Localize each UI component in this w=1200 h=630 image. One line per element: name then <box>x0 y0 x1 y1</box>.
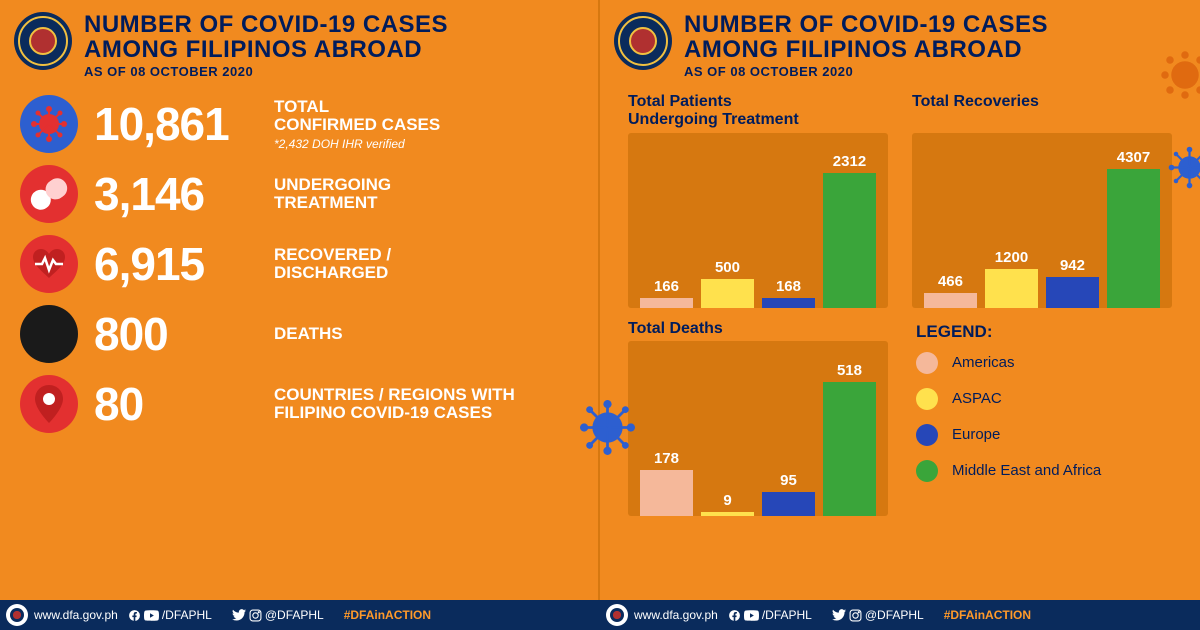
chart-treatment: Total Patients Undergoing Treatment 166 5… <box>628 93 888 307</box>
stat-treatment-value: 3,146 <box>94 167 274 221</box>
stat-confirmed-value: 10,861 <box>94 97 274 151</box>
bar: 168 <box>762 278 816 308</box>
chart-title: Total Recoveries <box>912 93 1172 128</box>
stat-recovered-label: RECOVERED / DISCHARGED <box>274 246 391 283</box>
chart-box: 466 1200 942 4307 <box>912 133 1172 308</box>
footer-tw: @DFAPHL <box>232 608 334 622</box>
bar: 500 <box>701 259 755 308</box>
dfa-seal-icon <box>14 12 72 70</box>
title-line-1: NUMBER OF COVID-19 CASES <box>84 12 448 37</box>
bar-value: 166 <box>654 278 679 295</box>
pill-icon <box>20 165 78 223</box>
dfa-seal-icon <box>614 12 672 70</box>
bar: 9 <box>701 492 755 516</box>
heart-icon <box>20 235 78 293</box>
infographic-container: NUMBER OF COVID-19 CASES AMONG FILIPINOS… <box>0 0 1200 630</box>
chart-box: 178 9 95 518 <box>628 341 888 516</box>
bar-value: 95 <box>780 472 797 489</box>
bar: 4307 <box>1107 149 1161 308</box>
bar: 166 <box>640 278 694 308</box>
bar-value: 9 <box>723 492 731 509</box>
stat-countries-label: COUNTRIES / REGIONS WITH FILIPINO COVID-… <box>274 386 515 423</box>
stat-deaths-value: 800 <box>94 307 274 361</box>
footer-seal-icon <box>6 604 28 626</box>
right-panel: NUMBER OF COVID-19 CASES AMONG FILIPINOS… <box>600 0 1200 630</box>
legend-item: ASPAC <box>916 388 1172 410</box>
bar-value: 500 <box>715 259 740 276</box>
bar-value: 942 <box>1060 257 1085 274</box>
legend-title: LEGEND: <box>916 322 1172 342</box>
virus-decoration-icon <box>1160 50 1200 100</box>
bar: 95 <box>762 472 816 517</box>
header-text: NUMBER OF COVID-19 CASES AMONG FILIPINOS… <box>684 12 1048 79</box>
chart-deaths: Total Deaths 178 9 95 518 <box>628 320 888 517</box>
chart-title: Total Deaths <box>628 320 888 338</box>
header-right: NUMBER OF COVID-19 CASES AMONG FILIPINOS… <box>600 0 1200 87</box>
bar-value: 2312 <box>833 153 866 170</box>
bar: 518 <box>823 362 877 516</box>
header-text: NUMBER OF COVID-19 CASES AMONG FILIPINOS… <box>84 12 448 79</box>
stat-recovered: 6,915 RECOVERED / DISCHARGED <box>20 235 578 293</box>
footer-left: www.dfa.gov.ph /DFAPHL @DFAPHL #DFAinACT… <box>0 600 600 630</box>
stat-confirmed: 10,861 TOTAL CONFIRMED CASES *2,432 DOH … <box>20 95 578 153</box>
bar-value: 178 <box>654 450 679 467</box>
charts-grid: Total Patients Undergoing Treatment 166 5… <box>600 87 1200 516</box>
bar-value: 4307 <box>1117 149 1150 166</box>
footer-seal-icon <box>606 604 628 626</box>
stat-recovered-value: 6,915 <box>94 237 274 291</box>
bar-value: 466 <box>938 273 963 290</box>
death-icon <box>20 305 78 363</box>
footer-hashtag: #DFAinACTION <box>344 608 431 622</box>
stat-deaths-label: DEATHS <box>274 325 343 344</box>
legend-label: ASPAC <box>952 390 1002 407</box>
legend: LEGEND: Americas ASPAC Europe Middle East a… <box>912 320 1172 517</box>
stat-countries: 80 COUNTRIES / REGIONS WITH FILIPINO COV… <box>20 375 578 433</box>
virus-decoration-icon <box>1167 145 1200 190</box>
chart-recoveries: Total Recoveries 466 1200 942 4307 <box>912 93 1172 307</box>
legend-swatch <box>916 460 938 482</box>
legend-item: Americas <box>916 352 1172 374</box>
footer-fb: /DFAPHL <box>128 608 222 622</box>
stat-confirmed-label: TOTAL CONFIRMED CASES *2,432 DOH IHR ver… <box>274 98 440 151</box>
legend-item: Middle East and Africa <box>916 460 1172 482</box>
bar: 178 <box>640 450 694 516</box>
stat-treatment: 3,146 UNDERGOING TREATMENT <box>20 165 578 223</box>
virus-decoration-icon <box>580 400 635 455</box>
stat-treatment-label: UNDERGOING TREATMENT <box>274 176 391 213</box>
legend-items: Americas ASPAC Europe Middle East and Afric… <box>916 352 1172 482</box>
date-line: AS OF 08 OCTOBER 2020 <box>84 64 448 79</box>
left-panel: NUMBER OF COVID-19 CASES AMONG FILIPINOS… <box>0 0 600 630</box>
bar: 2312 <box>823 153 877 307</box>
pin-icon <box>20 375 78 433</box>
title-line-2: AMONG FILIPINOS ABROAD <box>84 37 448 62</box>
bar-value: 168 <box>776 278 801 295</box>
bar-value: 1200 <box>995 249 1028 266</box>
legend-swatch <box>916 352 938 374</box>
legend-label: Americas <box>952 354 1015 371</box>
legend-swatch <box>916 424 938 446</box>
bar-value: 518 <box>837 362 862 379</box>
stat-deaths: 800 DEATHS <box>20 305 578 363</box>
legend-item: Europe <box>916 424 1172 446</box>
stat-countries-value: 80 <box>94 377 274 431</box>
footer-right: www.dfa.gov.ph /DFAPHL @DFAPHL #DFAinACT… <box>600 600 1200 630</box>
chart-title: Total Patients Undergoing Treatment <box>628 93 888 128</box>
legend-label: Europe <box>952 426 1000 443</box>
header-left: NUMBER OF COVID-19 CASES AMONG FILIPINOS… <box>0 0 598 87</box>
legend-label: Middle East and Africa <box>952 462 1101 479</box>
legend-swatch <box>916 388 938 410</box>
virus-icon <box>20 95 78 153</box>
bar: 466 <box>924 273 978 308</box>
footer-url: www.dfa.gov.ph <box>34 608 118 622</box>
bar: 942 <box>1046 257 1100 307</box>
stats-list: 10,861 TOTAL CONFIRMED CASES *2,432 DOH … <box>0 87 598 433</box>
chart-box: 166 500 168 2312 <box>628 133 888 308</box>
bar: 1200 <box>985 249 1039 308</box>
